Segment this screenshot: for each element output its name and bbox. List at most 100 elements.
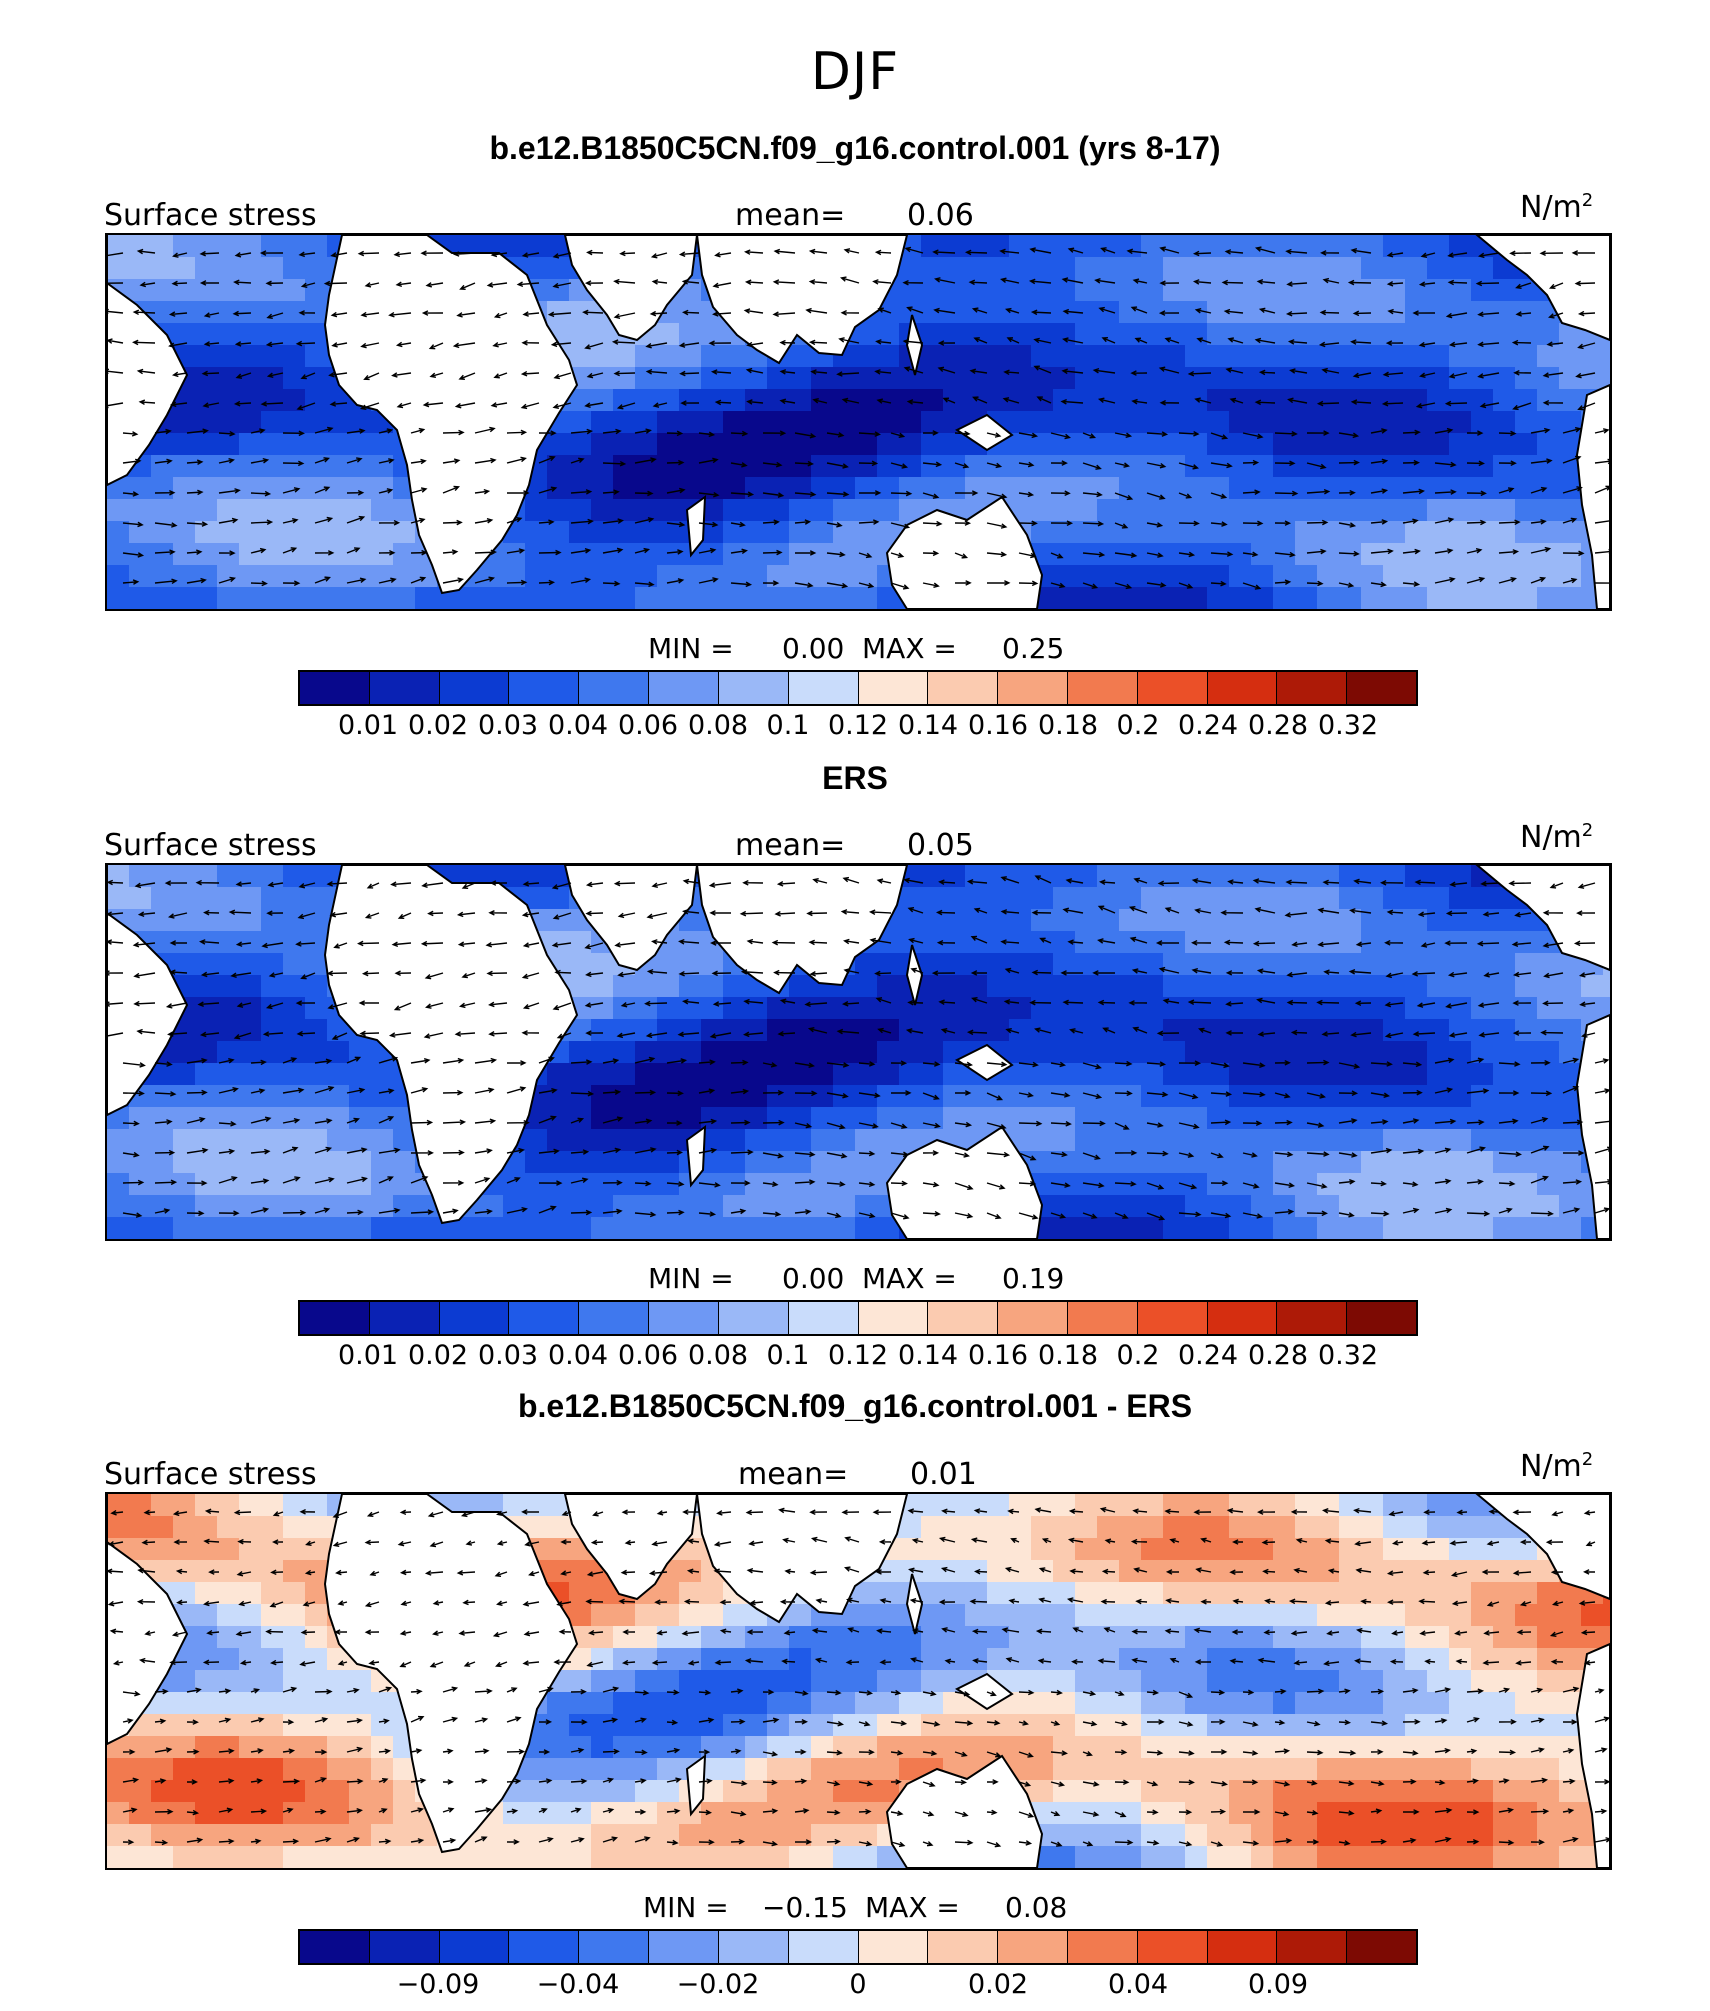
colorbar-tick-label: 0.06 <box>617 710 679 741</box>
colorbar-swatch <box>718 1931 789 1963</box>
colorbar-swatch <box>928 1931 999 1963</box>
colorbar-tick-label: −0.09 <box>396 1969 480 2000</box>
panel-2-mean-value: 0.05 <box>907 828 974 863</box>
wind-stress-vectors <box>107 875 1610 1221</box>
colorbar-swatch <box>1347 1302 1416 1334</box>
colorbar-tick-label: 0.1 <box>766 1340 810 1371</box>
colorbar-swatch <box>858 672 929 704</box>
panel-2-mean-label: mean= <box>735 828 846 863</box>
colorbar-swatch <box>1137 1302 1208 1334</box>
colorbar-swatch <box>300 1931 370 1963</box>
colorbar-swatch <box>1277 1302 1348 1334</box>
colorbar-tick-label: 0.08 <box>687 1340 749 1371</box>
colorbar-swatch <box>649 1302 719 1334</box>
colorbar-swatch <box>1347 672 1416 704</box>
colorbar-swatch <box>579 672 650 704</box>
colorbar-swatch <box>1277 672 1348 704</box>
panel-1-min-value: 0.00 <box>782 632 845 665</box>
panel-3-max-label: MAX = <box>865 1891 960 1924</box>
colorbar-swatch <box>928 1302 999 1334</box>
colorbar-swatch <box>788 1931 859 1963</box>
colorbar-tick-label: −0.04 <box>536 1969 620 2000</box>
panel-2-max-value: 0.19 <box>1002 1262 1065 1295</box>
colorbar-swatch <box>649 672 719 704</box>
colorbar-tick-label: 0.04 <box>1107 1969 1169 2000</box>
colorbar-swatch <box>439 1302 510 1334</box>
panel-1-max-label: MAX = <box>862 632 957 665</box>
colorbar-tick-label: 0.14 <box>897 1340 959 1371</box>
colorbar-tick-label: 0.02 <box>407 710 469 741</box>
colorbar-swatch <box>858 1931 929 1963</box>
colorbar-tick-label: 0.32 <box>1317 710 1379 741</box>
colorbar-tick-label: 0.01 <box>337 1340 399 1371</box>
colorbar-tick-label: 0.08 <box>687 710 749 741</box>
panel-1-left-label: Surface stress <box>104 198 317 233</box>
wind-stress-vectors <box>107 246 1610 590</box>
panel-3-map <box>105 1492 1612 1870</box>
colorbar-swatch <box>439 1931 510 1963</box>
colorbar-swatch <box>509 1931 580 1963</box>
colorbar-swatch <box>998 1302 1068 1334</box>
colorbar-tick-label: 0.06 <box>617 1340 679 1371</box>
panel-3-min-value: −0.15 <box>762 1891 848 1924</box>
panel-3-max-value: 0.08 <box>1005 1891 1068 1924</box>
panel-1-max-value: 0.25 <box>1002 632 1065 665</box>
colorbar-swatch <box>1207 1931 1278 1963</box>
colorbar-tick-label: 0.24 <box>1177 1340 1239 1371</box>
panel-2-min-label: MIN = <box>648 1262 734 1295</box>
colorbar-tick-label: 0.16 <box>967 1340 1029 1371</box>
colorbar-tick-label: 0.12 <box>827 710 889 741</box>
colorbar-tick-label: −0.02 <box>676 1969 760 2000</box>
colorbar-tick-label: 0.28 <box>1247 1340 1309 1371</box>
colorbar-tick-label: 0.18 <box>1037 710 1099 741</box>
colorbar-swatch <box>649 1931 719 1963</box>
colorbar-swatch <box>718 1302 789 1334</box>
colorbar-tick-label: 0.16 <box>967 710 1029 741</box>
colorbar-tick-label: 0.1 <box>766 710 810 741</box>
colorbar-tick-label: 0.14 <box>897 710 959 741</box>
panel-3-min-label: MIN = <box>643 1891 729 1924</box>
figure-title: DJF <box>810 42 900 102</box>
colorbar-swatch <box>579 1931 650 1963</box>
colorbar-swatch <box>858 1302 929 1334</box>
colorbar-swatch <box>1277 1931 1348 1963</box>
wind-stress-vectors <box>107 1506 1610 1848</box>
panel-1-title: b.e12.B1850C5CN.f09_g16.control.001 (yrs… <box>489 130 1221 166</box>
panel-3-left-label: Surface stress <box>104 1457 317 1492</box>
colorbar-swatch <box>1067 1302 1138 1334</box>
colorbar-tick-label: 0.24 <box>1177 710 1239 741</box>
panel-1-mean-value: 0.06 <box>907 198 974 233</box>
panel-2-map <box>105 863 1612 1241</box>
panel-3-colorbar <box>298 1929 1418 1965</box>
panel-2-title: ERS <box>822 760 888 796</box>
colorbar-tick-label: 0.02 <box>407 1340 469 1371</box>
colorbar-swatch <box>509 1302 580 1334</box>
colorbar-swatch <box>369 672 440 704</box>
panel-3-mean-label: mean= <box>738 1457 849 1492</box>
panel-2-units: N/m2 <box>1520 820 1594 855</box>
colorbar-tick-label: 0.04 <box>547 710 609 741</box>
colorbar-swatch <box>788 672 859 704</box>
colorbar-swatch <box>998 672 1068 704</box>
colorbar-tick-label: 0.2 <box>1116 1340 1160 1371</box>
panel-3-title: b.e12.B1850C5CN.f09_g16.control.001 - ER… <box>517 1388 1193 1424</box>
panel-2-min-value: 0.00 <box>782 1262 845 1295</box>
colorbar-tick-label: 0.18 <box>1037 1340 1099 1371</box>
land-masses <box>107 1494 1610 1868</box>
colorbar-tick-label: 0.02 <box>967 1969 1029 2000</box>
colorbar-tick-label: 0.2 <box>1116 710 1160 741</box>
colorbar-swatch <box>718 672 789 704</box>
colorbar-swatch <box>998 1931 1068 1963</box>
panel-1-colorbar <box>298 670 1418 706</box>
panel-3-colorbar-ticks: −0.09 −0.04 −0.02 0 0.02 0.04 0.09 <box>298 1969 1418 2003</box>
panel-3-units: N/m2 <box>1520 1449 1594 1484</box>
colorbar-swatch <box>369 1302 440 1334</box>
colorbar-tick-label: 0.12 <box>827 1340 889 1371</box>
colorbar-tick-label: 0.04 <box>547 1340 609 1371</box>
colorbar-swatch <box>369 1931 440 1963</box>
colorbar-swatch <box>300 672 370 704</box>
colorbar-swatch <box>509 672 580 704</box>
panel-1-colorbar-ticks: 0.01 0.02 0.03 0.04 0.06 0.08 0.1 0.12 0.14 0.16 0… <box>298 710 1418 744</box>
colorbar-swatch <box>928 672 999 704</box>
panel-1-min-label: MIN = <box>648 632 734 665</box>
